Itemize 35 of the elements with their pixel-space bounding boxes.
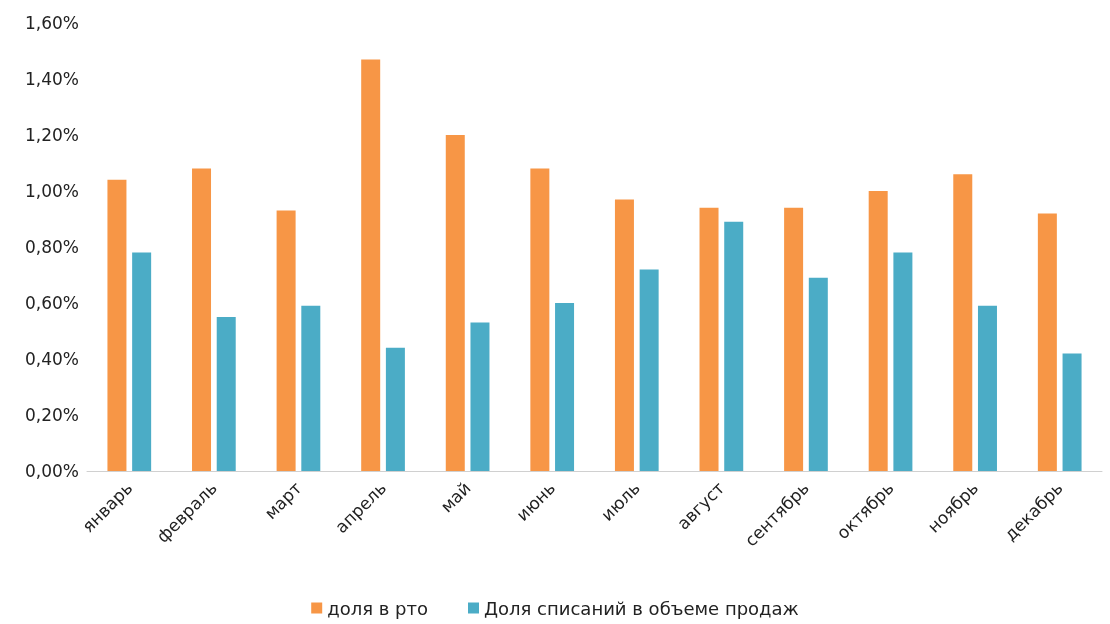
bar	[977, 305, 997, 471]
y-tick-label: 1,20%	[24, 125, 79, 145]
bar	[699, 207, 719, 471]
bar	[784, 207, 804, 471]
bar	[132, 252, 152, 471]
y-tick-label: 0,80%	[24, 237, 79, 257]
bar	[276, 210, 296, 471]
legend-label: доля в рто	[327, 597, 428, 619]
y-tick-label: 0,60%	[24, 293, 79, 313]
bar	[724, 221, 744, 471]
bar	[808, 277, 828, 471]
bar	[192, 168, 212, 471]
y-tick-label: 0,20%	[24, 405, 79, 425]
bar	[530, 168, 550, 471]
bar	[868, 191, 888, 471]
bar	[445, 135, 465, 471]
y-tick-label: 0,00%	[24, 461, 79, 481]
bar	[893, 252, 913, 471]
bar	[953, 174, 973, 471]
bar	[301, 305, 321, 471]
y-tick-label: 1,40%	[24, 69, 79, 89]
y-tick-label: 0,40%	[24, 349, 79, 369]
bar	[555, 303, 575, 471]
bar	[470, 322, 490, 471]
bar	[1037, 213, 1057, 471]
bar	[107, 179, 127, 471]
bar	[1062, 353, 1082, 471]
bar	[385, 347, 405, 471]
y-tick-label: 1,00%	[24, 181, 79, 201]
bar	[639, 269, 659, 471]
legend-label: Доля списаний в объеме продаж	[483, 597, 799, 619]
bar	[216, 317, 236, 471]
y-tick-label: 1,60%	[24, 13, 79, 33]
bar	[361, 59, 381, 471]
bar	[614, 199, 634, 471]
